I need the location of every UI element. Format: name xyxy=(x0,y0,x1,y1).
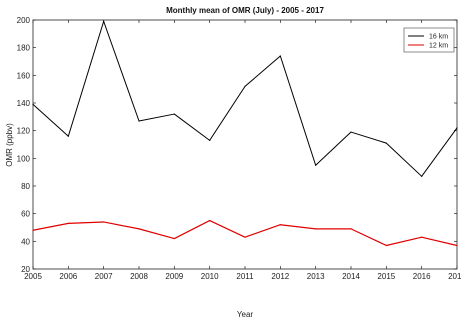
y-tick-label: 100 xyxy=(17,154,31,163)
data-point xyxy=(385,142,387,144)
chart-title: Monthly mean of OMR (July) - 2005 - 2017 xyxy=(166,6,324,15)
data-point xyxy=(209,219,211,222)
legend-label-12km: 12 km xyxy=(429,43,448,50)
y-tick-label: 40 xyxy=(21,237,30,246)
data-point xyxy=(173,237,175,240)
x-tick-label: 2007 xyxy=(95,272,113,281)
y-tick-label: 200 xyxy=(17,16,31,25)
x-tick-label: 2005 xyxy=(24,272,42,281)
y-tick-label: 120 xyxy=(17,127,31,136)
x-tick-label: 2011 xyxy=(236,272,254,281)
data-point xyxy=(32,103,34,105)
data-point xyxy=(315,164,317,166)
data-point xyxy=(67,135,69,137)
y-tick-label: 80 xyxy=(21,182,30,191)
x-tick-label: 2017 xyxy=(448,272,462,281)
data-point xyxy=(315,228,317,230)
data-point xyxy=(138,120,140,122)
data-point xyxy=(350,131,352,133)
data-point xyxy=(350,228,352,230)
y-tick-label: 140 xyxy=(17,99,31,108)
data-point xyxy=(456,244,458,247)
y-tick-label: 60 xyxy=(21,210,30,219)
x-tick-label: 2013 xyxy=(307,272,325,281)
data-point xyxy=(103,20,105,22)
y-axis: 20 40 60 80 100 120 140 160 180 200 xyxy=(17,16,457,274)
legend-box xyxy=(403,27,455,53)
data-point xyxy=(456,127,458,129)
data-point xyxy=(103,221,105,223)
x-tick-label: 2006 xyxy=(59,272,77,281)
x-axis-title: Year xyxy=(237,310,254,319)
x-tick-label: 2015 xyxy=(377,272,395,281)
y-tick-label: 160 xyxy=(17,71,31,80)
data-point xyxy=(279,224,281,226)
data-point xyxy=(279,55,281,57)
x-tick-label: 2008 xyxy=(130,272,148,281)
legend: 16 km 12 km xyxy=(403,27,455,53)
series-layer xyxy=(32,20,458,247)
x-tick-label: 2016 xyxy=(413,272,431,281)
y-tick-label: 180 xyxy=(17,44,31,53)
data-point xyxy=(138,228,140,230)
data-point xyxy=(173,113,175,115)
y-axis-title: OMR (ppbv) xyxy=(5,123,14,167)
x-tick-label: 2010 xyxy=(201,272,219,281)
data-point xyxy=(209,139,211,141)
x-tick-label: 2014 xyxy=(342,272,360,281)
legend-label-16km: 16 km xyxy=(429,34,448,41)
data-point xyxy=(421,236,423,238)
x-tick-label: 2009 xyxy=(165,272,183,281)
data-point xyxy=(385,244,387,247)
data-point xyxy=(421,175,423,177)
plot-area xyxy=(32,19,458,270)
data-point xyxy=(67,222,69,224)
y-tick-label: 20 xyxy=(21,265,30,274)
data-point xyxy=(244,85,246,87)
x-axis: 2005 2006 2007 2008 2009 2010 2011 2012 2013 2014… xyxy=(24,20,462,281)
data-point xyxy=(32,229,34,231)
data-point xyxy=(244,236,246,238)
x-tick-label: 2012 xyxy=(271,272,289,281)
